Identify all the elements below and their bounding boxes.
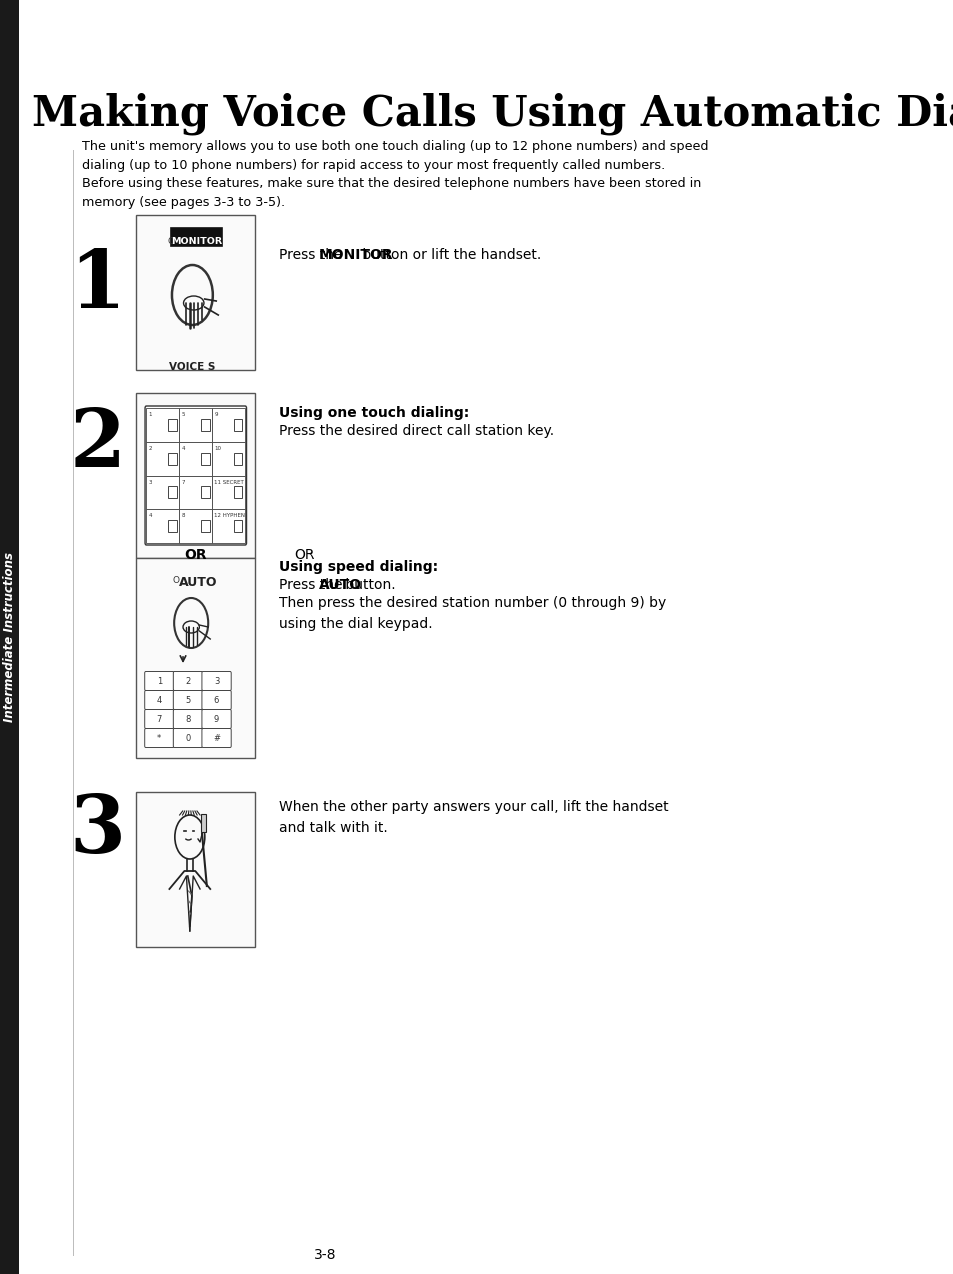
Text: 6: 6: [213, 696, 219, 705]
Bar: [212, 475, 245, 510]
FancyBboxPatch shape: [173, 691, 202, 710]
Text: 4: 4: [156, 696, 162, 705]
FancyBboxPatch shape: [202, 729, 231, 748]
Text: 0: 0: [185, 734, 191, 743]
Text: 4: 4: [149, 513, 152, 519]
Bar: [212, 442, 245, 475]
Bar: [179, 408, 212, 442]
Text: 3-8: 3-8: [314, 1249, 335, 1263]
Text: Making Voice Calls Using Automatic Dialer: Making Voice Calls Using Automatic Diale…: [32, 92, 953, 135]
Text: 3: 3: [213, 676, 219, 685]
Bar: [212, 408, 245, 442]
Text: AUTO: AUTO: [179, 576, 217, 589]
Bar: [201, 452, 210, 465]
Text: 7: 7: [156, 715, 162, 724]
Bar: [234, 452, 242, 465]
FancyBboxPatch shape: [145, 691, 173, 710]
Text: *: *: [157, 734, 161, 743]
Bar: [169, 452, 176, 465]
Text: 3: 3: [70, 792, 125, 870]
Bar: [234, 520, 242, 533]
Bar: [136, 215, 255, 369]
Bar: [234, 487, 242, 498]
Text: Press the: Press the: [279, 578, 347, 592]
Text: 8: 8: [185, 715, 191, 724]
FancyBboxPatch shape: [145, 671, 173, 691]
Text: 4: 4: [181, 446, 185, 451]
Text: 2: 2: [149, 446, 152, 451]
Text: Intermediate Instructions: Intermediate Instructions: [3, 552, 16, 722]
Bar: [179, 475, 212, 510]
Text: When the other party answers your call, lift the handset
and talk with it.: When the other party answers your call, …: [279, 800, 668, 834]
Bar: [146, 475, 179, 510]
Bar: [146, 442, 179, 475]
Bar: [0, 0, 19, 1274]
FancyBboxPatch shape: [202, 691, 231, 710]
Text: O: O: [172, 576, 179, 585]
Bar: [200, 814, 206, 832]
Text: MONITOR: MONITOR: [318, 248, 393, 262]
Ellipse shape: [183, 620, 199, 633]
Text: 1: 1: [156, 676, 162, 685]
Text: button or lift the handset.: button or lift the handset.: [357, 248, 540, 262]
Text: Press the: Press the: [279, 248, 347, 262]
Bar: [146, 510, 179, 543]
Text: Using speed dialing:: Using speed dialing:: [279, 561, 437, 575]
Text: MONITOR: MONITOR: [171, 237, 222, 246]
Text: 8: 8: [181, 513, 185, 519]
Text: 9: 9: [214, 412, 217, 417]
Bar: [212, 510, 245, 543]
FancyBboxPatch shape: [172, 228, 221, 246]
Text: 5: 5: [185, 696, 191, 705]
Text: 9: 9: [213, 715, 219, 724]
Text: OR: OR: [294, 548, 314, 562]
Text: AUTO: AUTO: [318, 578, 361, 592]
FancyBboxPatch shape: [173, 671, 202, 691]
FancyBboxPatch shape: [145, 729, 173, 748]
Text: 3: 3: [149, 479, 152, 484]
Bar: [169, 520, 176, 533]
Text: 1: 1: [70, 247, 125, 325]
Bar: [169, 419, 176, 431]
Text: 5: 5: [181, 412, 185, 417]
Text: 1: 1: [149, 412, 152, 417]
FancyBboxPatch shape: [202, 710, 231, 729]
Text: The unit's memory allows you to use both one touch dialing (up to 12 phone numbe: The unit's memory allows you to use both…: [82, 140, 707, 209]
Bar: [201, 487, 210, 498]
Bar: [136, 392, 255, 558]
Text: Press the desired direct call station key.: Press the desired direct call station ke…: [279, 424, 554, 438]
FancyBboxPatch shape: [173, 729, 202, 748]
Ellipse shape: [183, 296, 204, 310]
Bar: [146, 408, 179, 442]
Bar: [201, 520, 210, 533]
Text: O: O: [167, 237, 174, 246]
Text: Using one touch dialing:: Using one touch dialing:: [279, 406, 469, 420]
Text: VOICE S: VOICE S: [169, 362, 214, 372]
FancyBboxPatch shape: [202, 671, 231, 691]
Bar: [136, 792, 255, 947]
Text: 12 HYPHEN: 12 HYPHEN: [214, 513, 245, 519]
Bar: [179, 510, 212, 543]
Text: 2: 2: [185, 676, 191, 685]
Text: OR: OR: [184, 548, 207, 562]
Text: 10: 10: [214, 446, 221, 451]
Bar: [136, 558, 255, 758]
FancyBboxPatch shape: [145, 406, 246, 545]
Text: Then press the desired station number (0 through 9) by
using the dial keypad.: Then press the desired station number (0…: [279, 596, 666, 631]
Text: button.: button.: [340, 578, 395, 592]
Text: 7: 7: [181, 479, 185, 484]
Text: #: #: [213, 734, 220, 743]
Bar: [234, 419, 242, 431]
Text: 2: 2: [70, 406, 125, 484]
FancyBboxPatch shape: [173, 710, 202, 729]
Bar: [201, 419, 210, 431]
Bar: [179, 442, 212, 475]
Bar: [169, 487, 176, 498]
Text: 11 SECRET: 11 SECRET: [214, 479, 244, 484]
FancyBboxPatch shape: [145, 710, 173, 729]
